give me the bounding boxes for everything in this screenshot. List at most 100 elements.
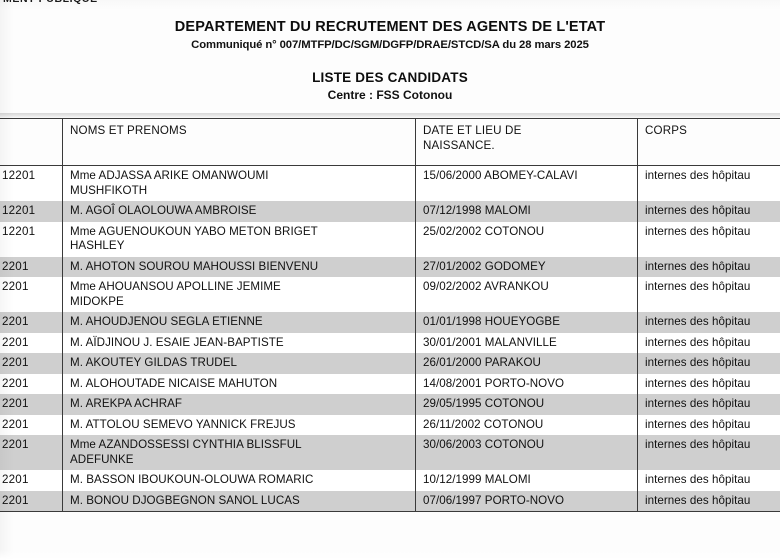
candidate-name-line1: M. BASSON IBOUKOUN-OLOUWA ROMARIC — [70, 473, 314, 486]
cell-corps: internes des hôpitau — [637, 353, 780, 374]
table-row: 12201 Mme ADJASSA ARIKE OMANWOUMI MUSHFIKO… — [0, 165, 780, 201]
cell-registration-number: 2201 — [0, 394, 63, 415]
document-heading-block: DEPARTEMENT DU RECRUTEMENT DES AGENTS DE… — [0, 18, 780, 103]
cell-registration-number: 12201 — [0, 165, 63, 201]
cell-candidate-name: Mme AZANDOSSESSI CYNTHIA BLISSFUL ADEFUNK… — [62, 435, 416, 470]
cell-registration-number: 2201 — [0, 490, 63, 512]
candidate-name-line2: HASHLEY — [70, 239, 125, 252]
department-title: DEPARTEMENT DU RECRUTEMENT DES AGENTS DE… — [174, 19, 606, 35]
cell-corps: internes des hôpitau — [637, 332, 780, 353]
table-row: 2201 M. AHOUDJENOU SEGLA ETIENNE 01/01/199… — [0, 312, 780, 333]
cell-corps: internes des hôpitau — [637, 470, 780, 491]
candidate-name-line1: Mme AZANDOSSESSI CYNTHIA BLISSFUL — [70, 438, 302, 451]
candidates-table-body: 12201 Mme ADJASSA ARIKE OMANWOUMI MUSHFIKO… — [0, 165, 780, 512]
cell-corps: internes des hôpitau — [637, 165, 780, 201]
candidates-table: NOMS ET PRENOMS DATE ET LIEU DE NAISSANC… — [0, 118, 780, 512]
cell-corps: internes des hôpitau — [637, 256, 780, 277]
ministry-header-clipped: MENT PUBLIQUE — [3, 0, 98, 5]
table-row: 2201 M. AÏDJINOU J. ESAIE JEAN-BAPTISTE 30… — [0, 332, 780, 353]
cell-registration-number: 2201 — [0, 353, 63, 374]
cell-candidate-name: M. AHOTON SOUROU MAHOUSSI BIENVENU — [62, 256, 416, 277]
table-row: 12201 M. AGOÎ OLAOLOUWA AMBROISE 07/12/199… — [0, 201, 780, 222]
cell-candidate-name: M. AGOÎ OLAOLOUWA AMBROISE — [62, 201, 416, 222]
cell-corps: internes des hôpitau — [637, 312, 780, 333]
candidate-name-line1: M. AREKPA ACHRAF — [70, 397, 183, 410]
cell-registration-number: 2201 — [0, 312, 63, 333]
column-header-number — [0, 118, 63, 166]
table-row: 2201 M. BASSON IBOUKOUN-OLOUWA ROMARIC 10/… — [0, 470, 780, 491]
page-bottom-fade — [0, 550, 780, 560]
table-header-row: NOMS ET PRENOMS DATE ET LIEU DE NAISSANC… — [0, 118, 780, 166]
candidate-name-line1: M. ALOHOUTADE NICAISE MAHUTON — [70, 376, 278, 390]
cell-birth-date-place: 10/12/1999 MALOMI — [415, 470, 638, 491]
column-header-birth: DATE ET LIEU DE NAISSANCE. — [415, 118, 638, 166]
cell-birth-date-place: 27/01/2002 GODOMEY — [415, 256, 638, 277]
table-row: 12201 Mme AGUENOUKOUN YABO METON BRIGET HA… — [0, 221, 780, 257]
candidate-name-line1: M. ATTOLOU SEMEVO YANNICK FREJUS — [70, 417, 296, 431]
cell-corps: internes des hôpitau — [637, 394, 780, 415]
cell-corps: internes des hôpitau — [637, 221, 780, 257]
table-row: 2201 M. AKOUTEY GILDAS TRUDEL 26/01/2000 P… — [0, 353, 780, 374]
candidate-name-line1: Mme ADJASSA ARIKE OMANWOUMI — [70, 169, 269, 182]
cell-candidate-name: M. AREKPA ACHRAF — [62, 394, 416, 415]
column-header-birth-line1: DATE ET LIEU DE — [423, 124, 522, 137]
cell-birth-date-place: 14/08/2001 PORTO-NOVO — [415, 373, 638, 394]
column-header-birth-line2: NAISSANCE. — [423, 138, 495, 152]
cell-candidate-name: M. AÏDJINOU J. ESAIE JEAN-BAPTISTE — [62, 332, 416, 353]
table-row: 2201 M. ALOHOUTADE NICAISE MAHUTON 14/08/2… — [0, 373, 780, 394]
cell-registration-number: 12201 — [0, 221, 63, 257]
cell-corps: internes des hôpitau — [637, 435, 780, 470]
cell-corps: internes des hôpitau — [637, 373, 780, 394]
cell-birth-date-place: 30/06/2003 COTONOU — [415, 435, 638, 470]
candidate-name-line1: Mme AHOUANSOU APOLLINE JEMIME — [70, 280, 281, 293]
candidate-name-line2: ADEFUNKE — [70, 452, 134, 466]
cell-registration-number: 12201 — [0, 201, 63, 222]
cell-candidate-name: M. AKOUTEY GILDAS TRUDEL — [62, 353, 416, 374]
cell-birth-date-place: 26/01/2000 PARAKOU — [415, 353, 638, 374]
cell-birth-date-place: 15/06/2000 ABOMEY-CALAVI — [415, 165, 638, 201]
cell-birth-date-place: 01/01/1998 HOUEYOGBE — [415, 312, 638, 333]
cell-candidate-name: M. BASSON IBOUKOUN-OLOUWA ROMARIC — [62, 470, 416, 491]
communique-reference: Communiqué n° 007/MTFP/DC/SGM/DGFP/DRAE/… — [191, 39, 589, 51]
cell-candidate-name: Mme AHOUANSOU APOLLINE JEMIME MIDOKPE — [62, 277, 416, 312]
table-row: 2201 M. ATTOLOU SEMEVO YANNICK FREJUS 26/1… — [0, 414, 780, 435]
candidates-table-container: NOMS ET PRENOMS DATE ET LIEU DE NAISSANC… — [0, 118, 780, 512]
cell-registration-number: 2201 — [0, 332, 63, 353]
cell-birth-date-place: 07/06/1997 PORTO-NOVO — [415, 490, 638, 512]
cell-candidate-name: M. AHOUDJENOU SEGLA ETIENNE — [62, 312, 416, 333]
cell-birth-date-place: 25/02/2002 COTONOU — [415, 221, 638, 257]
candidate-name-line1: Mme AGUENOUKOUN YABO METON BRIGET — [70, 224, 318, 238]
cell-birth-date-place: 26/11/2002 COTONOU — [415, 414, 638, 435]
column-header-names: NOMS ET PRENOMS — [62, 118, 416, 166]
cell-birth-date-place: 30/01/2001 MALANVILLE — [415, 332, 638, 353]
cell-registration-number: 2201 — [0, 256, 63, 277]
candidate-name-line1: M. BONOU DJOGBEGNON SANOL LUCAS — [70, 493, 300, 507]
table-row: 2201 Mme AHOUANSOU APOLLINE JEMIME MIDOKPE… — [0, 277, 780, 312]
cell-birth-date-place: 09/02/2002 AVRANKOU — [415, 277, 638, 312]
cell-registration-number: 2201 — [0, 414, 63, 435]
table-row: 2201 M. AHOTON SOUROU MAHOUSSI BIENVENU 27… — [0, 256, 780, 277]
cell-corps: internes des hôpitau — [637, 201, 780, 222]
table-row: 2201 M. AREKPA ACHRAF 29/05/1995 COTONOU in… — [0, 394, 780, 415]
cell-registration-number: 2201 — [0, 435, 63, 470]
cell-candidate-name: M. ATTOLOU SEMEVO YANNICK FREJUS — [62, 414, 416, 435]
cell-birth-date-place: 07/12/1998 MALOMI — [415, 201, 638, 222]
centre-label: Centre : FSS Cotonou — [327, 88, 453, 102]
candidate-name-line1: M. AKOUTEY GILDAS TRUDEL — [70, 356, 237, 369]
cell-candidate-name: M. BONOU DJOGBEGNON SANOL LUCAS — [62, 490, 416, 512]
cell-candidate-name: Mme ADJASSA ARIKE OMANWOUMI MUSHFIKOTH — [62, 165, 416, 201]
cell-registration-number: 2201 — [0, 373, 63, 394]
table-row: 2201 Mme AZANDOSSESSI CYNTHIA BLISSFUL ADE… — [0, 435, 780, 470]
candidate-name-line1: M. AGOÎ OLAOLOUWA AMBROISE — [70, 204, 257, 217]
candidate-name-line1: M. AHOUDJENOU SEGLA ETIENNE — [70, 315, 263, 328]
scan-artifact-band — [0, 113, 780, 118]
column-header-corps: CORPS — [637, 118, 780, 166]
cell-candidate-name: M. ALOHOUTADE NICAISE MAHUTON — [62, 373, 416, 394]
cell-registration-number: 2201 — [0, 277, 63, 312]
cell-birth-date-place: 29/05/1995 COTONOU — [415, 394, 638, 415]
candidate-name-line2: MUSHFIKOTH — [70, 183, 148, 197]
candidate-name-line1: M. AÏDJINOU J. ESAIE JEAN-BAPTISTE — [70, 335, 284, 349]
list-title: LISTE DES CANDIDATS — [312, 70, 468, 85]
candidate-name-line1: M. AHOTON SOUROU MAHOUSSI BIENVENU — [70, 259, 319, 273]
